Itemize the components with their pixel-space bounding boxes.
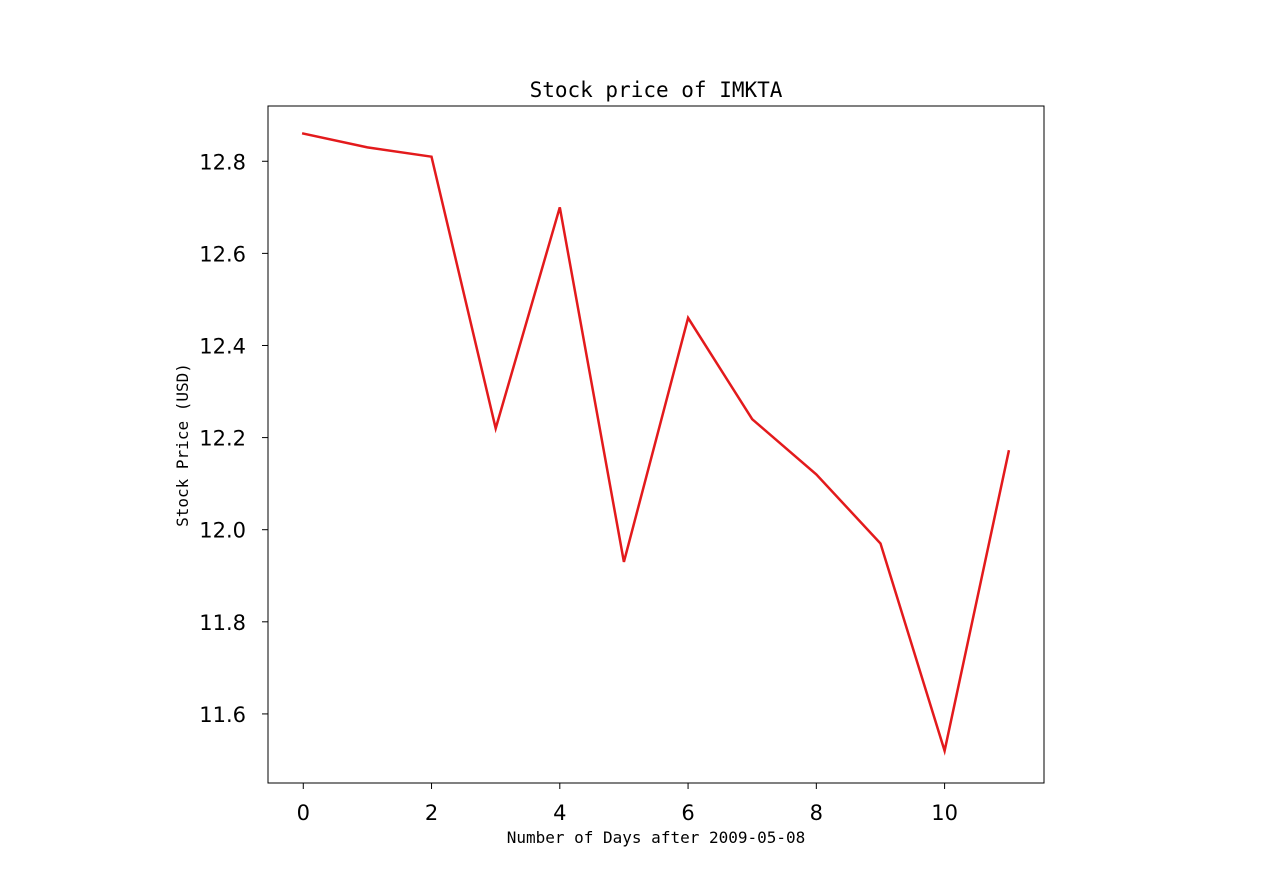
x-tick-label: 4 xyxy=(553,801,566,825)
y-tick-label: 12.6 xyxy=(199,242,246,266)
y-tick-label: 11.8 xyxy=(199,611,246,635)
x-tick-label: 10 xyxy=(931,801,958,825)
x-axis: 0 2 4 6 8 10 xyxy=(297,783,958,825)
y-axis: 11.6 11.8 12.0 12.2 12.4 12.6 12.8 xyxy=(199,150,268,727)
x-tick-label: 0 xyxy=(297,801,310,825)
series-line xyxy=(301,132,1011,756)
plot-area-frame xyxy=(267,105,1045,784)
y-axis-label: Stock Price (USD) xyxy=(173,363,192,527)
y-tick-label: 12.4 xyxy=(199,334,246,358)
y-tick-label: 12.8 xyxy=(199,150,246,174)
y-tick-label: 12.0 xyxy=(199,519,246,543)
x-tick-label: 2 xyxy=(425,801,438,825)
y-tick-label: 12.2 xyxy=(199,427,246,451)
series-layer xyxy=(301,132,1011,756)
y-tick-label: 11.6 xyxy=(199,703,246,727)
x-tick-label: 8 xyxy=(810,801,823,825)
x-axis-label: Number of Days after 2009-05-08 xyxy=(507,828,806,847)
chart-title: Stock price of IMKTA xyxy=(530,78,783,102)
x-tick-label: 6 xyxy=(681,801,694,825)
